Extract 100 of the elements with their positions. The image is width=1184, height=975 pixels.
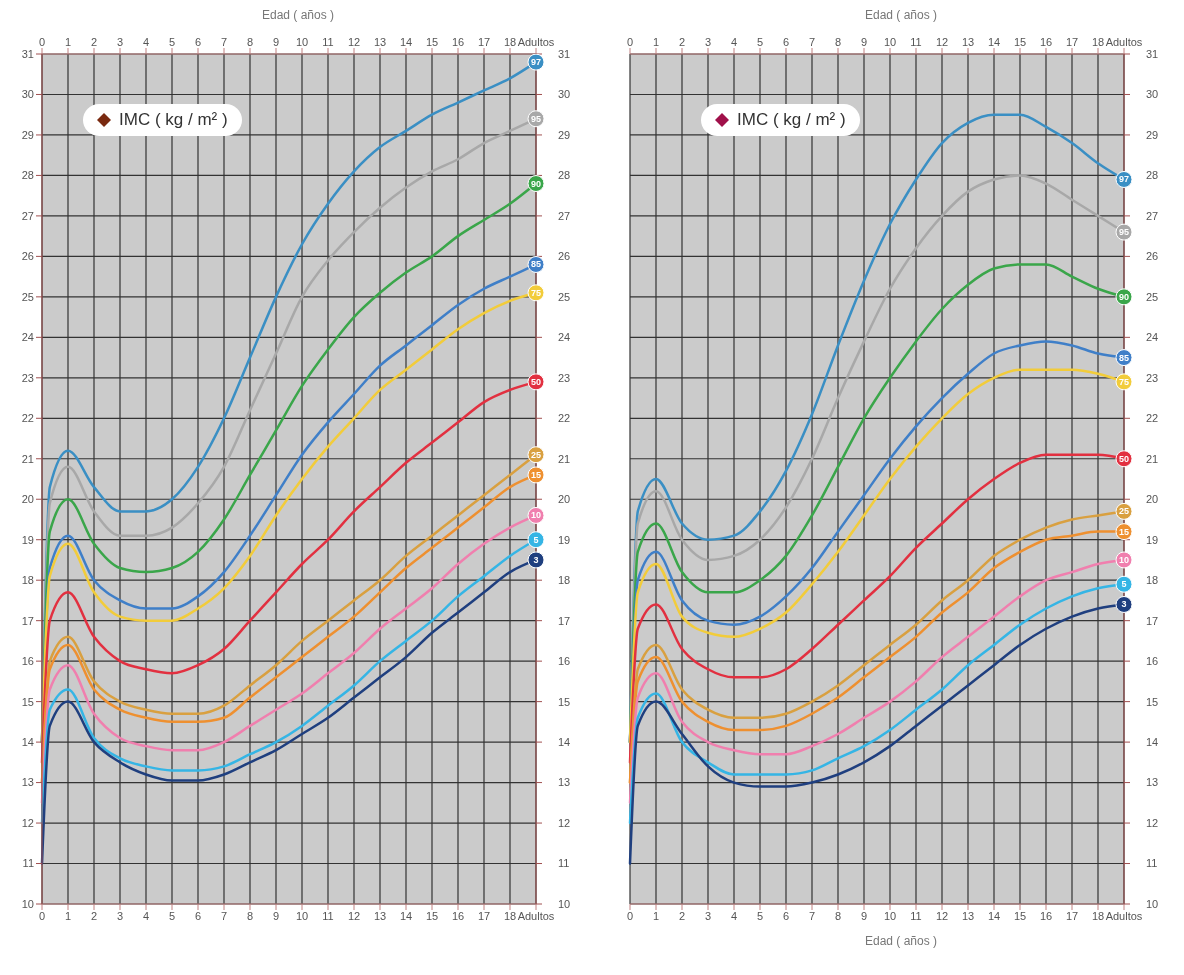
y2-tick-label: 21 <box>558 452 571 465</box>
series-label: 75 <box>1118 376 1130 387</box>
x-axis-title: Edad ( años ) <box>863 934 938 950</box>
x-tick-label: 4 <box>142 909 150 922</box>
x-tick-label: 9 <box>272 909 280 922</box>
percentile-badge: 95 <box>527 110 545 128</box>
y-tick-label: 31 <box>21 47 34 60</box>
y2-tick-label: 11 <box>558 857 570 870</box>
x2-tick-label: 4 <box>730 36 738 48</box>
y2-tick-label: 29 <box>558 128 571 141</box>
y2-tick-label: 16 <box>1146 655 1159 668</box>
x2-tick-label: 11 <box>322 36 334 48</box>
y2-tick-label: 26 <box>558 250 571 263</box>
y2-tick-label: 15 <box>558 695 571 708</box>
x2-tick-label: 12 <box>347 36 361 48</box>
percentile-badge: 97 <box>527 54 545 71</box>
y-tick-label: 27 <box>21 209 34 222</box>
x2-tick-label: 10 <box>883 36 897 48</box>
y2-tick-label: 23 <box>558 371 571 384</box>
y-tick-label: 23 <box>21 371 34 384</box>
x2-tick-label: 16 <box>1039 36 1053 48</box>
x-tick-label: 1 <box>64 909 72 922</box>
x2-tick-label: 6 <box>782 36 790 48</box>
y-tick-label: 30 <box>21 88 34 101</box>
y2-tick-label: 20 <box>1146 493 1159 506</box>
y2-tick-label: 27 <box>558 209 571 222</box>
y2-tick-label: 28 <box>558 169 571 182</box>
x2-tick-label: 8 <box>834 36 842 48</box>
y2-tick-label: 30 <box>1146 88 1159 101</box>
y2-tick-label: 27 <box>1146 209 1159 222</box>
x-tick-label: 0 <box>626 909 634 922</box>
series-label: 15 <box>530 469 542 480</box>
y-axis-title: IMC ( kg / m² ) <box>119 110 228 130</box>
x-tick-label: 17 <box>1065 909 1079 922</box>
series-label: 95 <box>1118 227 1130 238</box>
percentile-badge: 10 <box>1115 551 1133 569</box>
y2-tick-label: 25 <box>1146 290 1159 303</box>
x-tick-label: 1 <box>652 909 660 922</box>
y2-tick-label: 19 <box>1146 533 1159 546</box>
x2-axis-title: Edad ( años ) <box>863 8 938 24</box>
y2-tick-label: 31 <box>558 47 571 60</box>
series-label: 85 <box>1118 352 1130 363</box>
y2-tick-label: 13 <box>558 776 571 789</box>
percentile-badge: 90 <box>1115 288 1133 306</box>
series-label: 50 <box>530 376 542 387</box>
y-tick-label: 14 <box>21 736 34 748</box>
percentile-badge: 10 <box>527 506 545 524</box>
percentile-badge: 3 <box>1115 596 1133 613</box>
x2-tick-label: 0 <box>626 36 634 48</box>
x-tick-label: 3 <box>704 909 712 922</box>
y2-tick-label: 21 <box>1146 452 1159 465</box>
percentile-badge: 5 <box>1115 575 1133 593</box>
series-label: 25 <box>530 449 542 460</box>
y2-tick-label: 12 <box>558 816 571 829</box>
y-tick-label: 25 <box>21 290 34 303</box>
y2-tick-label: 19 <box>558 533 571 546</box>
y2-tick-label: 20 <box>558 493 571 506</box>
y-tick-label: 13 <box>21 776 34 789</box>
y-tick-label: 11 <box>22 857 34 870</box>
x-tick-label: Adultos <box>1105 909 1143 922</box>
x-tick-label: 13 <box>373 909 387 922</box>
y2-tick-label: 10 <box>558 897 571 910</box>
x-tick-label: 10 <box>295 909 309 922</box>
percentile-badge: 50 <box>1115 450 1133 468</box>
x-tick-label: 10 <box>883 909 897 922</box>
percentile-badge: 95 <box>1115 223 1133 241</box>
x-tick-label: Adultos <box>517 909 555 922</box>
y2-tick-label: 22 <box>558 412 571 425</box>
percentile-badge: 3 <box>527 551 545 569</box>
series-label: 95 <box>530 113 542 124</box>
x2-tick-label: Adultos <box>1105 36 1143 48</box>
x2-tick-label: 17 <box>477 36 491 48</box>
x2-tick-label: 6 <box>194 36 202 48</box>
x-tick-label: 18 <box>1091 909 1105 922</box>
y-tick-label: 28 <box>21 169 34 182</box>
y-tick-label: 15 <box>21 695 34 708</box>
x2-tick-label: 16 <box>451 36 465 48</box>
x2-axis-title: Edad ( años ) <box>260 8 335 24</box>
y2-tick-label: 13 <box>1146 776 1159 789</box>
percentile-badge: 15 <box>1115 523 1133 541</box>
y-tick-label: 10 <box>21 897 34 910</box>
series-label: 15 <box>1118 526 1130 537</box>
x2-tick-label: 5 <box>168 36 176 48</box>
x2-tick-label: Adultos <box>517 36 555 48</box>
y2-tick-label: 23 <box>1146 371 1159 384</box>
y2-tick-label: 26 <box>1146 250 1159 263</box>
percentile-badge: 85 <box>527 256 545 273</box>
y2-tick-label: 18 <box>1146 574 1159 587</box>
y2-tick-label: 29 <box>1146 128 1159 141</box>
x-tick-label: 12 <box>347 909 361 922</box>
series-label: 75 <box>530 287 542 298</box>
x2-tick-label: 1 <box>64 36 72 48</box>
x2-tick-label: 18 <box>503 36 517 48</box>
x2-tick-label: 7 <box>220 36 228 48</box>
x-tick-label: 5 <box>756 909 764 922</box>
x-tick-label: 14 <box>987 909 1001 922</box>
x2-tick-label: 15 <box>1013 36 1027 48</box>
percentile-badge: 85 <box>1115 349 1133 367</box>
x2-tick-label: 13 <box>961 36 975 48</box>
y2-tick-label: 28 <box>1146 169 1159 182</box>
